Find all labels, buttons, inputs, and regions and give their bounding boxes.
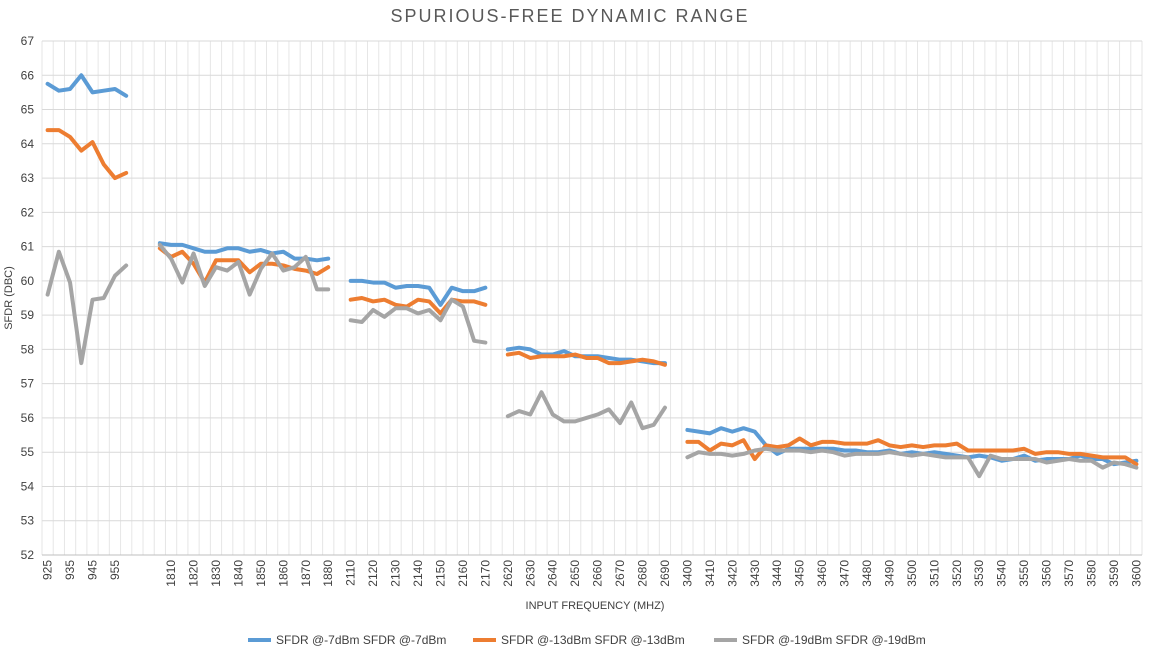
x-tick-label: 2620: [501, 560, 515, 587]
x-tick-label: 2660: [591, 560, 605, 587]
x-tick-label: 955: [108, 560, 122, 580]
y-tick-label: 64: [21, 137, 35, 151]
x-tick-label: 3450: [793, 560, 807, 587]
series-1-segment-1: [45, 73, 129, 98]
x-tick-label: 1870: [299, 560, 313, 587]
y-tick-label: 60: [21, 274, 35, 288]
x-tick-label: 2670: [613, 560, 627, 587]
x-tick-label: 3540: [995, 560, 1009, 587]
x-tick-label: 2630: [523, 560, 537, 587]
series-3-segment-3: [348, 297, 488, 345]
y-axis-label: SFDR (DBC): [3, 266, 15, 330]
y-tick-label: 55: [21, 445, 35, 459]
y-tick-label: 56: [21, 411, 35, 425]
y-tick-label: 61: [21, 240, 35, 254]
x-tick-label: 925: [41, 560, 55, 580]
y-tick-labels: 52 53 54 55 56 57 58 59 60 61 62 63 64 65 66 67: [21, 34, 35, 562]
x-tick-label: 3490: [882, 560, 896, 587]
x-tick-labels: 925 935 945 955 1810 1820 1830 1840 1850 1860 1870…: [41, 560, 1144, 587]
x-tick-label: 1830: [209, 560, 223, 587]
legend-label-1: SFDR @-7dBm SFDR @-7dBm: [276, 633, 446, 647]
y-tick-label: 53: [21, 514, 35, 528]
x-tick-label: 3560: [1040, 560, 1054, 587]
x-tick-label: 3420: [725, 560, 739, 587]
x-tick-label: 2170: [478, 560, 492, 587]
x-tick-label: 3510: [927, 560, 941, 587]
y-tick-label: 67: [21, 34, 35, 48]
series-1-segment-3: [348, 278, 488, 307]
x-tick-label: 1840: [231, 560, 245, 587]
x-tick-label: 2160: [456, 560, 470, 587]
series-2-segment-3: [348, 296, 488, 316]
y-tick-label: 65: [21, 103, 35, 117]
series-3-segment-1: [45, 249, 129, 366]
x-tick-label: 2120: [366, 560, 380, 587]
y-tick-label: 52: [21, 548, 35, 562]
y-tick-label: 63: [21, 171, 35, 185]
legend-label-2: SFDR @-13dBm SFDR @-13dBm: [501, 633, 685, 647]
y-tick-label: 57: [21, 377, 35, 391]
series-3-segment-4: [505, 390, 667, 431]
x-axis-label: INPUT FREQUENCY (MHZ): [526, 600, 665, 612]
x-tick-label: 1810: [164, 560, 178, 587]
x-tick-label: 945: [86, 560, 100, 580]
x-tick-label: 3440: [770, 560, 784, 587]
x-tick-label: 3410: [703, 560, 717, 587]
y-tick-label: 54: [21, 479, 35, 493]
x-tick-label: 3430: [748, 560, 762, 587]
grid-layer: [41, 40, 1143, 556]
x-tick-label: 3530: [972, 560, 986, 587]
x-tick-label: 3480: [860, 560, 874, 587]
series-2-segment-1: [45, 128, 129, 181]
y-tick-label: 62: [21, 205, 35, 219]
x-tick-label: 3580: [1084, 560, 1098, 587]
x-tick-label: 1850: [254, 560, 268, 587]
series-3-segment-5: [685, 446, 1139, 479]
series-1-segment-2: [157, 241, 331, 263]
chart-title: SPURIOUS-FREE DYNAMIC RANGE: [390, 6, 749, 26]
x-tick-label: 3470: [838, 560, 852, 587]
x-tick-label: 3550: [1017, 560, 1031, 587]
x-tick-label: 2680: [636, 560, 650, 587]
y-tick-label: 58: [21, 342, 35, 356]
series-3-segment-2: [157, 242, 331, 297]
x-tick-label: 1880: [321, 560, 335, 587]
x-tick-label: 3400: [680, 560, 694, 587]
series-layer: [45, 73, 1139, 479]
x-tick-label: 2140: [411, 560, 425, 587]
x-tick-label: 1820: [187, 560, 201, 587]
series-2-segment-4: [505, 350, 667, 367]
x-tick-label: 2640: [546, 560, 560, 587]
x-tick-label: 2130: [389, 560, 403, 587]
x-tick-label: 2690: [658, 560, 672, 587]
x-tick-label: 1860: [276, 560, 290, 587]
x-tick-label: 3460: [815, 560, 829, 587]
y-tick-label: 59: [21, 308, 35, 322]
y-tick-label: 66: [21, 68, 35, 82]
x-tick-label: 3590: [1107, 560, 1121, 587]
x-tick-label: 935: [63, 560, 77, 580]
series-2-segment-2: [157, 246, 331, 285]
legend: SFDR @-7dBm SFDR @-7dBm SFDR @-13dBm SFDR…: [248, 633, 926, 647]
legend-label-3: SFDR @-19dBm SFDR @-19dBm: [742, 633, 926, 647]
x-tick-label: 2110: [344, 560, 358, 586]
x-tick-label: 2650: [568, 560, 582, 587]
x-tick-label: 3600: [1129, 560, 1143, 587]
x-tick-label: 2150: [433, 560, 447, 587]
x-tick-label: 3520: [950, 560, 964, 587]
x-tick-label: 3500: [905, 560, 919, 587]
x-tick-label: 3570: [1062, 560, 1076, 587]
